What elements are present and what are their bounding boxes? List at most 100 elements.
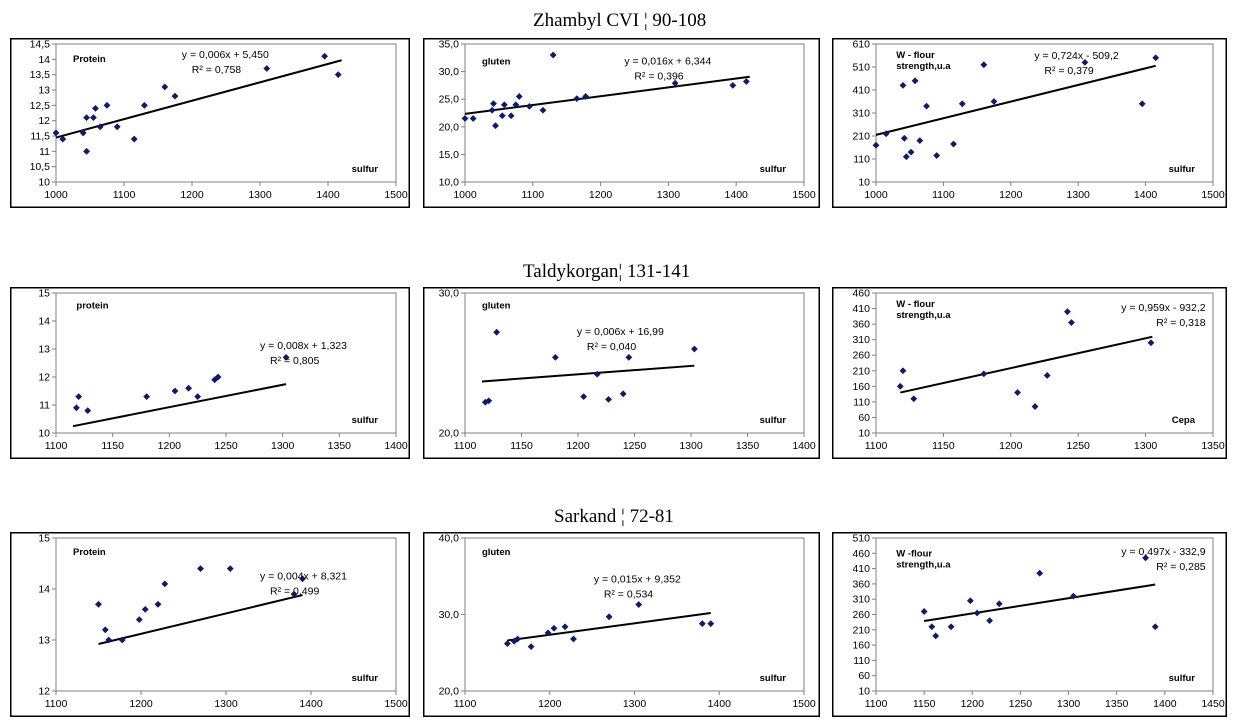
- data-point: [527, 643, 535, 651]
- y-tick-label: 310: [852, 334, 870, 346]
- series-label: W - flour: [896, 299, 935, 310]
- scatter-chart-1-2: 10,0 15,0 20,0 25,0 30,0 35,0 1000 1100 1200 1300…: [423, 38, 820, 208]
- data-point: [141, 606, 149, 613]
- x-axis-label: sulfur: [1169, 164, 1196, 175]
- data-point: [1069, 592, 1077, 600]
- data-point: [514, 635, 521, 643]
- x-axis-label: sulfur: [352, 673, 379, 684]
- trend-line: [481, 364, 695, 383]
- data-point: [698, 620, 706, 628]
- trend-equation: y = 0,724x - 509,2: [1034, 50, 1119, 62]
- y-tick-label: 20,0: [439, 428, 460, 440]
- x-tick-label: 1200: [158, 440, 182, 452]
- data-point: [549, 51, 557, 59]
- data-point: [1014, 389, 1021, 396]
- chart-frame: [832, 287, 1227, 459]
- scatter-chart-3-1: 12 13 14 15 1100 1200 1300 1400 1500 Protein y = 0…: [10, 532, 410, 717]
- y-tick-label: 410: [852, 563, 870, 575]
- y-tick-label: 510: [852, 533, 870, 545]
- chart-frame: [832, 532, 1227, 717]
- y-tick-label: 210: [852, 131, 870, 143]
- data-point: [539, 106, 547, 114]
- data-point: [923, 102, 930, 110]
- data-point: [671, 79, 679, 87]
- data-point: [899, 82, 907, 89]
- x-tick-label: 1400: [1134, 189, 1158, 201]
- x-tick-label: 1400: [299, 698, 323, 710]
- series-label: protein: [76, 300, 108, 311]
- x-tick-label: 1200: [129, 698, 153, 710]
- data-point: [84, 407, 92, 414]
- r-squared: R² = 0,499: [270, 585, 319, 597]
- data-point: [1064, 308, 1071, 316]
- data-point: [573, 95, 581, 103]
- y-tick-label: 13: [38, 85, 50, 97]
- data-point: [500, 101, 508, 109]
- y-tick-label: 210: [852, 624, 870, 636]
- y-tick-label: 510: [852, 62, 870, 74]
- x-tick-label: 1150: [510, 440, 533, 452]
- x-tick-label: 1100: [522, 189, 545, 201]
- x-tick-label: 1200: [961, 698, 985, 710]
- data-point: [321, 52, 328, 60]
- data-point: [902, 153, 910, 161]
- y-tick-label: 25,0: [439, 94, 460, 106]
- trend-line: [875, 64, 1156, 136]
- y-tick-label: 12: [38, 686, 50, 698]
- scatter-chart-2-3: 10 60 110 160 210 260 310 360 410 460 1100 1150 1200…: [832, 287, 1227, 459]
- plot-area: [875, 292, 1214, 434]
- series-label: gluten: [482, 547, 511, 558]
- data-point: [561, 623, 569, 631]
- data-point: [282, 354, 290, 361]
- data-point: [143, 393, 151, 400]
- x-tick-label: 1500: [1201, 189, 1225, 201]
- trend-line: [98, 594, 303, 646]
- x-tick-label: 1400: [708, 698, 732, 710]
- x-tick-label: 1150: [913, 698, 936, 710]
- x-tick-label: 1000: [453, 189, 477, 201]
- y-tick-label: 14: [38, 316, 50, 328]
- y-tick-label: 260: [852, 609, 870, 621]
- r-squared: R² = 0,396: [634, 71, 683, 83]
- data-point: [635, 601, 643, 608]
- data-point: [593, 370, 601, 378]
- x-tick-label: 1400: [725, 189, 749, 201]
- x-tick-label: 1100: [932, 189, 955, 201]
- scatter-chart-1-1: 10 10,5 11 11,5 12 12,5 13 13,5 14 14,5 1000 1100 12…: [10, 38, 410, 208]
- x-axis-label: sulfur: [352, 415, 379, 426]
- data-point: [226, 565, 234, 572]
- series-label: Protein: [73, 54, 106, 65]
- data-point: [958, 100, 966, 108]
- y-tick-label: 410: [852, 303, 870, 315]
- data-point: [1043, 372, 1051, 379]
- y-tick-label: 10: [858, 177, 870, 189]
- y-tick-label: 14: [38, 584, 50, 596]
- data-point: [947, 623, 955, 631]
- trend-equation: y = 0,497x - 332,9: [1121, 546, 1206, 558]
- y-tick-label: 110: [853, 396, 870, 408]
- data-point: [113, 123, 121, 131]
- data-point: [582, 93, 590, 100]
- data-point: [980, 370, 988, 378]
- data-point: [95, 600, 102, 608]
- data-point: [492, 122, 499, 130]
- x-tick-label: 1200: [180, 189, 204, 201]
- trend-equation: y = 0,015x + 9,352: [594, 573, 681, 585]
- x-tick-label: 1450: [1201, 698, 1225, 710]
- y-tick-label: 30,0: [439, 288, 460, 300]
- y-tick-label: 310: [852, 594, 870, 606]
- y-tick-label: 410: [852, 85, 870, 97]
- scatter-chart-2-1: 10 11 12 13 14 15 1100 1150 1200 1250 1300 1350 1400…: [10, 287, 410, 459]
- data-point: [290, 590, 298, 598]
- x-tick-label: 1500: [792, 698, 816, 710]
- x-tick-label: 1100: [454, 698, 477, 710]
- data-point: [118, 636, 126, 644]
- chart-frame: [10, 532, 410, 717]
- x-tick-label: 1300: [214, 698, 238, 710]
- series-label: strength,u.a: [896, 310, 951, 321]
- y-tick-label: 20,0: [439, 686, 460, 698]
- data-point: [141, 101, 148, 109]
- scatter-chart-2-2: 20,0 30,0 1100 1150 1200 1250 1300 1350 1400 glut…: [423, 287, 820, 459]
- y-tick-label: 260: [852, 350, 870, 362]
- data-point: [469, 115, 477, 122]
